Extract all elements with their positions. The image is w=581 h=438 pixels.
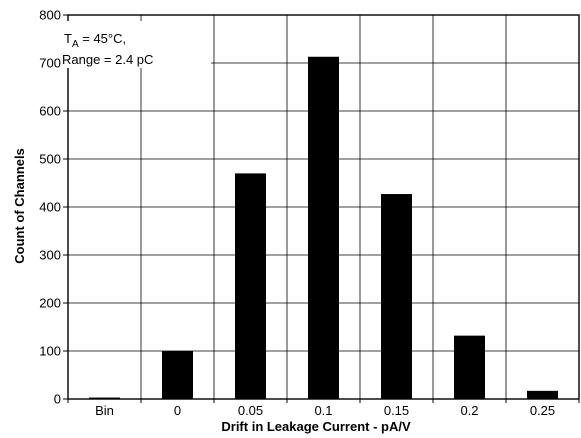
y-tick-label: 800 [39,8,61,23]
x-tick-label: Bin [95,403,114,418]
y-tick-label: 100 [39,344,61,359]
bar [454,335,485,399]
x-tick-labels: Bin 0 0.05 0.1 0.15 0.2 0.25 [95,403,555,418]
y-axis-title: Count of Channels [12,148,27,264]
y-tick-label: 200 [39,296,61,311]
y-tick-label: 0 [54,392,61,407]
x-tick-label: 0.05 [238,403,263,418]
y-tick-label: 400 [39,200,61,215]
x-tick-label: 0.25 [530,403,555,418]
y-tick-label: 700 [39,56,61,71]
bar [89,397,120,399]
x-axis-title: Drift in Leakage Current - pA/V [221,419,411,434]
y-tick-label: 600 [39,104,61,119]
y-tick-label: 500 [39,152,61,167]
bar [381,194,412,399]
y-tick-label: 300 [39,248,61,263]
x-tick-label: 0 [174,403,181,418]
annotation-line-1: TA = 45°C, [64,31,126,50]
x-tick-label: 0.1 [314,403,332,418]
x-tick-label: 0.15 [384,403,409,418]
plot-border [67,14,580,400]
bar [162,351,193,399]
annotation-background [61,21,211,68]
bar [235,173,266,399]
x-tick-label: 0.2 [460,403,478,418]
bar [527,390,558,399]
y-tick-labels: 0 100 200 300 400 500 600 700 800 [39,8,61,407]
bar [308,56,339,399]
bars [89,56,558,399]
annotation-line-2: Range = 2.4 pC [62,52,153,67]
